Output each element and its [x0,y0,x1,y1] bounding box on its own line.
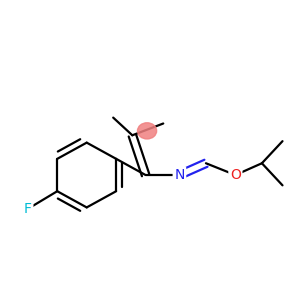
Text: F: F [24,202,32,216]
Text: O: O [230,168,241,182]
Text: N: N [174,168,184,182]
Ellipse shape [137,123,157,139]
